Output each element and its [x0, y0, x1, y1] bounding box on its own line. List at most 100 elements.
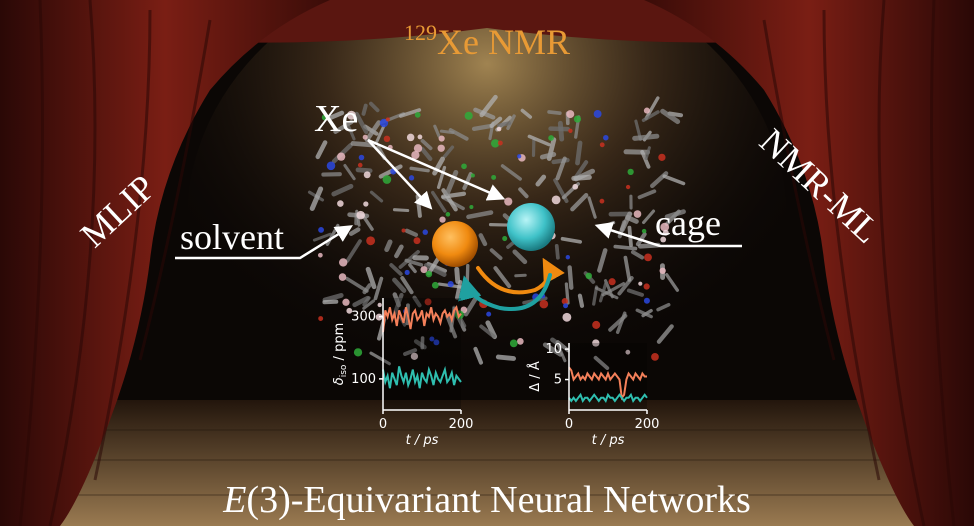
bond [462, 172, 473, 191]
atom [562, 312, 572, 322]
bond [479, 324, 496, 339]
atom [377, 302, 382, 308]
atom [644, 253, 652, 262]
bond [539, 151, 557, 160]
atom [461, 163, 467, 170]
pointer-arrows [175, 138, 742, 260]
bond [548, 126, 571, 132]
atom [470, 173, 475, 178]
atom [502, 236, 508, 242]
bond [587, 196, 597, 219]
bond [547, 110, 562, 115]
bond [312, 232, 332, 242]
y-tick-label: 5 [554, 373, 562, 388]
y-tick-label: 300 [351, 310, 376, 325]
atom [337, 152, 346, 161]
atom [358, 154, 365, 161]
atom [431, 281, 439, 289]
bond [496, 121, 512, 128]
figure-subtitle: E(3)-Equivariant Neural Networks [223, 479, 751, 521]
bond [423, 262, 447, 277]
bond [404, 258, 424, 267]
atom [496, 126, 502, 132]
atom [379, 118, 389, 128]
bond [355, 167, 373, 174]
atom [504, 197, 513, 206]
bond [441, 191, 467, 199]
atom [362, 134, 368, 140]
bond [369, 101, 380, 113]
bond [597, 248, 608, 273]
bond [400, 276, 414, 295]
atom [561, 298, 569, 305]
bond [575, 140, 583, 166]
series-line-orange [382, 304, 462, 333]
atom [638, 281, 643, 286]
atom [363, 171, 371, 179]
atom [317, 252, 323, 258]
atom [447, 281, 454, 288]
atom [566, 110, 575, 119]
atom [469, 205, 474, 210]
bond [412, 295, 422, 308]
bond [331, 183, 354, 197]
atom [490, 139, 500, 148]
bond [664, 273, 680, 292]
bond [436, 165, 447, 190]
bond [315, 140, 328, 160]
bond [518, 187, 529, 199]
bond [613, 244, 638, 251]
bond [420, 139, 433, 151]
xe-sphere-cyan-icon [507, 203, 555, 251]
atom [573, 115, 582, 123]
atom [643, 107, 650, 114]
bond [309, 186, 324, 211]
bond [598, 280, 608, 303]
bond [493, 266, 512, 289]
bond [656, 324, 674, 344]
stage-curtain-left-icon [0, 0, 330, 526]
y-tick-label: 100 [351, 372, 376, 387]
bond [592, 285, 599, 306]
bond [623, 255, 632, 282]
bond [478, 233, 488, 247]
atom [486, 311, 492, 317]
atom [592, 339, 600, 347]
bond [601, 281, 626, 297]
atom [346, 307, 353, 314]
atom [491, 174, 497, 180]
atom [337, 200, 344, 207]
bond [347, 125, 356, 141]
atom [413, 144, 423, 153]
atom [417, 134, 423, 140]
bond [573, 160, 589, 181]
bond [570, 193, 589, 212]
bond [637, 189, 657, 200]
bond [448, 128, 469, 141]
atom [410, 352, 419, 360]
atom [643, 297, 650, 304]
atom [592, 320, 601, 329]
bond [442, 145, 455, 159]
bond [354, 111, 369, 135]
atom [401, 228, 406, 233]
label-solvent: solvent [180, 217, 284, 257]
bond [642, 209, 656, 225]
atom [517, 154, 522, 159]
bond [466, 210, 494, 220]
series-line-teal [382, 365, 462, 389]
atom [433, 339, 440, 346]
bond [473, 346, 484, 365]
bond [554, 244, 560, 260]
atom [353, 348, 363, 357]
label-xe: Xe [314, 98, 359, 140]
atom [422, 229, 428, 235]
bond [662, 174, 686, 186]
series-line-teal [568, 392, 648, 403]
atom [411, 150, 420, 160]
bond [564, 282, 570, 305]
xe-sphere-orange-icon [432, 221, 478, 267]
bond [514, 273, 527, 278]
